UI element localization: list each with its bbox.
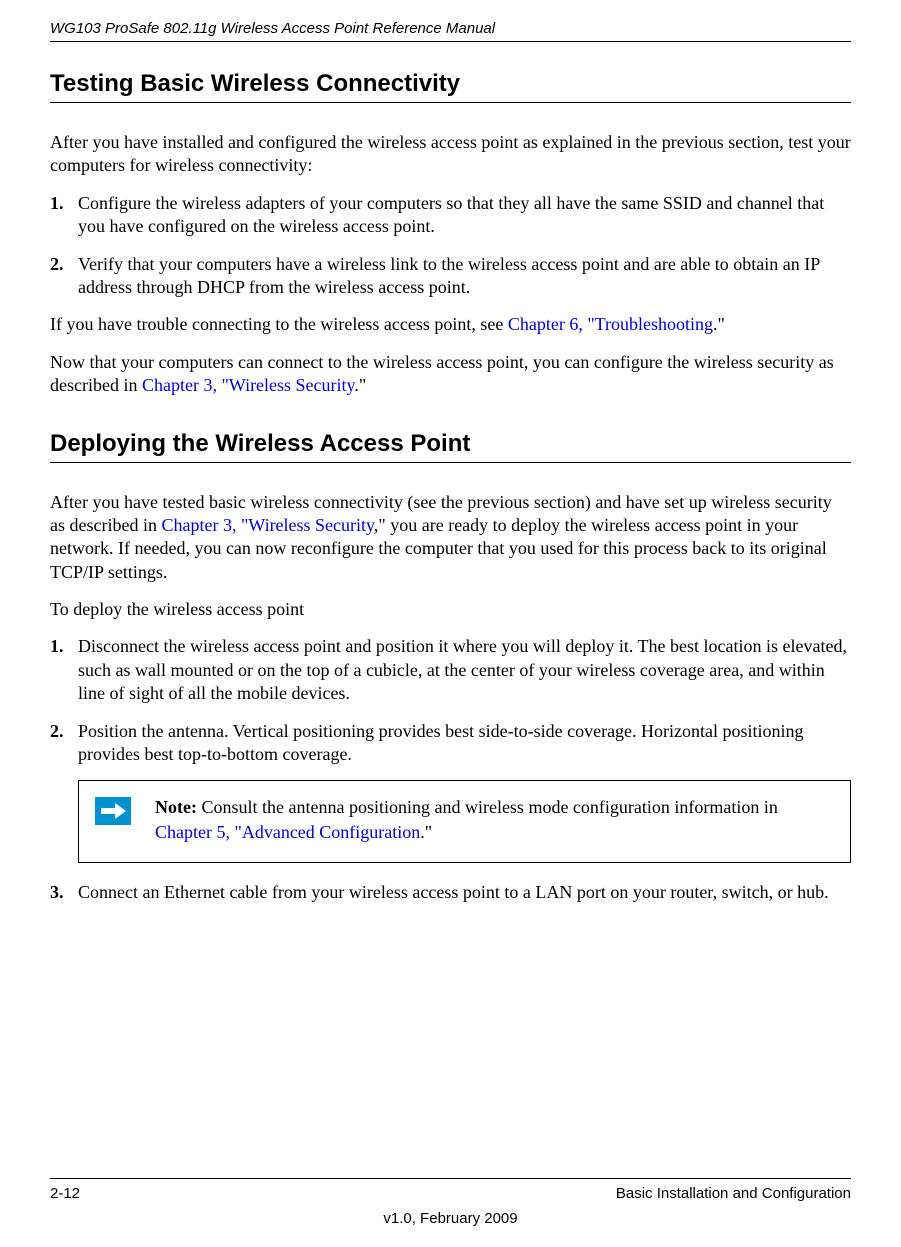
paragraph-text: Now that your computers can connect to t… [50,351,851,398]
ordered-list: 1. Disconnect the wireless access point … [50,635,851,766]
paragraph-text: After you have tested basic wireless con… [50,491,851,585]
list-item: 2. Verify that your computers have a wir… [50,253,851,300]
cross-reference-link[interactable]: Chapter 3, "Wireless Security [161,515,373,535]
footer-divider [50,1178,851,1179]
list-number: 1. [50,635,78,705]
page-number: 2-12 [50,1185,80,1202]
note-callout: Note: Consult the antenna positioning an… [78,780,851,863]
cross-reference-link[interactable]: Chapter 3, "Wireless Security [142,375,354,395]
ordered-list: 3. Connect an Ethernet cable from your w… [50,881,851,904]
arrow-right-icon [95,797,131,825]
list-item: 1. Configure the wireless adapters of yo… [50,192,851,239]
document-header: WG103 ProSafe 802.11g Wireless Access Po… [50,20,851,42]
footer-section-title: Basic Installation and Configuration [616,1185,851,1202]
manual-title: WG103 ProSafe 802.11g Wireless Access Po… [50,20,851,37]
list-text: Verify that your computers have a wirele… [78,253,851,300]
list-number: 1. [50,192,78,239]
list-number: 2. [50,720,78,767]
section-divider [50,462,851,463]
footer-version: v1.0, February 2009 [50,1210,851,1227]
paragraph-text: After you have installed and configured … [50,131,851,178]
paragraph-text: If you have trouble connecting to the wi… [50,313,851,336]
page-footer: 2-12 Basic Installation and Configuratio… [50,1178,851,1227]
ordered-list: 1. Configure the wireless adapters of yo… [50,192,851,300]
text-run: ." [354,375,366,395]
header-divider [50,41,851,42]
list-text: Configure the wireless adapters of your … [78,192,851,239]
text-run: Consult the antenna positioning and wire… [197,797,778,817]
paragraph-text: To deploy the wireless access point [50,598,851,621]
note-label: Note: [155,797,197,817]
section-heading-testing: Testing Basic Wireless Connectivity [50,70,851,98]
footer-row: 2-12 Basic Installation and Configuratio… [50,1185,851,1202]
cross-reference-link[interactable]: Chapter 5, "Advanced Configuration [155,822,420,842]
list-number: 2. [50,253,78,300]
list-text: Position the antenna. Vertical positioni… [78,720,851,767]
text-run: ." [713,314,725,334]
list-text: Connect an Ethernet cable from your wire… [78,881,851,904]
list-item: 1. Disconnect the wireless access point … [50,635,851,705]
list-text: Disconnect the wireless access point and… [78,635,851,705]
list-item: 3. Connect an Ethernet cable from your w… [50,881,851,904]
spacer [50,412,851,430]
cross-reference-link[interactable]: Chapter 6, "Troubleshooting [508,314,713,334]
list-item: 2. Position the antenna. Vertical positi… [50,720,851,767]
text-run: ." [420,822,432,842]
section-heading-deploying: Deploying the Wireless Access Point [50,430,851,458]
list-number: 3. [50,881,78,904]
section-divider [50,102,851,103]
text-run: If you have trouble connecting to the wi… [50,314,508,334]
note-content: Note: Consult the antenna positioning an… [145,795,834,844]
